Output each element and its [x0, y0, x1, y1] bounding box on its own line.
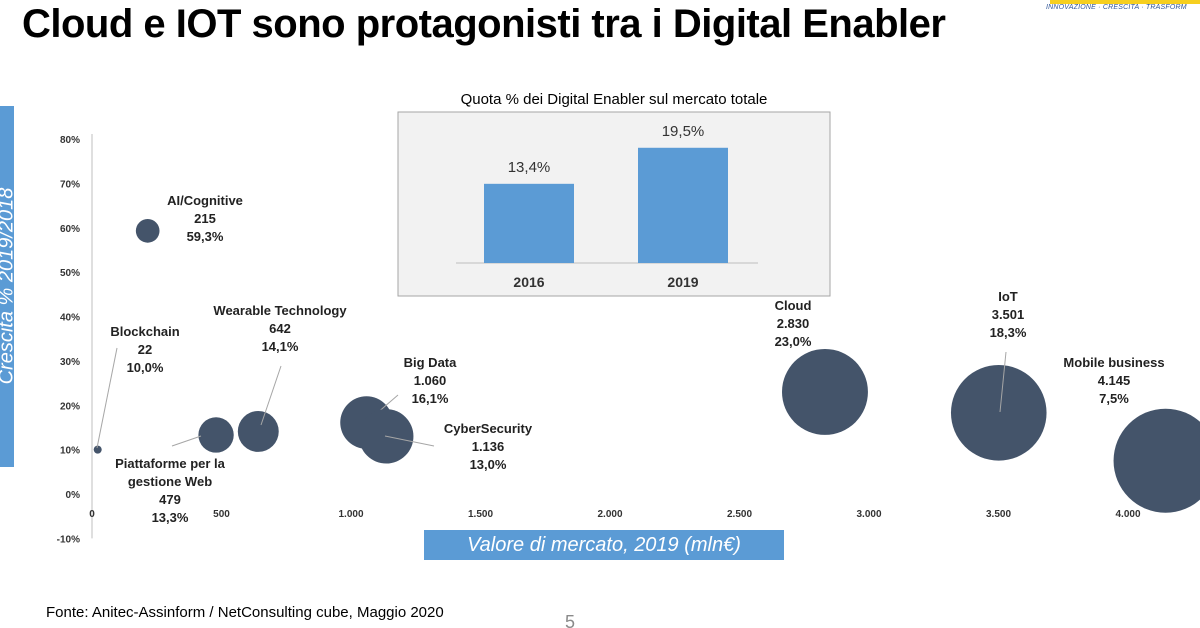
y-axis-label-box: Crescita % 2019/2018 — [0, 106, 14, 467]
y-tick-label: 10% — [60, 446, 80, 457]
inset-bar-value-label: 13,4% — [508, 159, 551, 176]
bubble — [135, 219, 160, 243]
inset-chart-title: Quota % dei Digital Enabler sul mercato … — [461, 91, 768, 108]
x-tick-label: 2.500 — [727, 509, 752, 520]
logo-tagline: INNOVAZIONE · CRESCITA · TRASFORM — [1046, 4, 1187, 11]
y-axis-label: Crescita % 2019/2018 — [0, 187, 14, 385]
bubble-growth-label: 13,3% — [152, 510, 189, 525]
x-tick-label: 3.000 — [856, 509, 881, 520]
x-axis-label: Valore di mercato, 2019 (mln€) — [467, 533, 741, 556]
y-tick-label: 80% — [60, 135, 80, 146]
bubble-growth-label: 10,0% — [127, 360, 164, 375]
bubble-value-label: 1.060 — [414, 373, 447, 388]
x-tick-label: 500 — [213, 509, 230, 520]
bubble-value-label: 22 — [138, 342, 152, 357]
y-tick-label: 20% — [60, 401, 80, 412]
source-note: Fonte: Anitec-Assinform / NetConsulting … — [46, 604, 444, 621]
bubble-growth-label: 13,0% — [470, 457, 507, 472]
inset-category-label: 2016 — [513, 274, 544, 290]
bubble — [950, 365, 1047, 461]
bubble-growth-label: 18,3% — [990, 325, 1027, 340]
x-tick-label: 0 — [89, 509, 95, 520]
x-tick-label: 3.500 — [986, 509, 1011, 520]
slide-title: Cloud e IOT sono protagonisti tra i Digi… — [22, 2, 946, 46]
bubble-value-label: 3.501 — [992, 307, 1025, 322]
brand-logo: INNOVAZIONE · CRESCITA · TRASFORM — [1040, 0, 1200, 14]
bubble — [198, 417, 234, 453]
bubble-name-label: Piattaforme per la — [115, 456, 226, 471]
bubble-name-label: Blockchain — [110, 324, 179, 339]
bubble-value-label: 642 — [269, 321, 291, 336]
bubble-growth-label: 7,5% — [1099, 391, 1129, 406]
bubble-growth-label: 59,3% — [187, 229, 224, 244]
bubble-value-label: 4.145 — [1098, 373, 1131, 388]
page-number: 5 — [565, 612, 576, 628]
x-tick-label: 1.000 — [338, 509, 363, 520]
bubble-name-label: Mobile business — [1063, 355, 1164, 370]
leader-line — [999, 351, 1007, 413]
bubble-name-label: Big Data — [404, 355, 458, 370]
bubble-value-label: 215 — [194, 211, 216, 226]
x-axis-label-box: Valore di mercato, 2019 (mln€) — [424, 530, 784, 560]
bubble-name-label: gestione Web — [128, 474, 212, 489]
bubble-name-label: IoT — [998, 289, 1018, 304]
bubble-value-label: 1.136 — [472, 439, 505, 454]
leader-line — [260, 365, 282, 426]
bubble-growth-label: 16,1% — [412, 391, 449, 406]
inset-chart-frame — [397, 111, 831, 297]
bubble-value-label: 479 — [159, 492, 181, 507]
y-tick-label: 60% — [60, 224, 80, 235]
bubble-name-label: Cloud — [775, 298, 812, 313]
bubble-growth-label: 14,1% — [262, 339, 299, 354]
logo-accent-bar — [1050, 0, 1200, 4]
y-tick-label: -10% — [57, 534, 80, 545]
bubble-name-label: CyberSecurity — [444, 421, 533, 436]
x-tick-label: 2.000 — [597, 509, 622, 520]
bubble — [782, 348, 868, 435]
leader-line — [171, 435, 202, 447]
bubble — [237, 410, 279, 452]
inset-bar-chart: Quota % dei Digital Enabler sul mercato … — [397, 91, 831, 297]
leader-line — [384, 435, 435, 447]
x-tick-label: 1.500 — [468, 509, 493, 520]
y-tick-label: 70% — [60, 179, 80, 190]
leader-line — [96, 347, 118, 449]
bubble — [1113, 408, 1200, 513]
inset-category-label: 2019 — [667, 274, 698, 290]
bubble — [93, 445, 102, 454]
bubble-series: AI/Cognitive 215 59,3% Blockchain 22 10,0% Wea… — [93, 193, 1200, 525]
y-tick-label: 30% — [60, 357, 80, 368]
bubble-name-label: Wearable Technology — [213, 303, 347, 318]
y-tick-label: 0% — [66, 490, 81, 501]
inset-bar-value-label: 19,5% — [662, 123, 705, 140]
chart-axes: 80% 70% 60% 50% 40% 30% 20% 10% 0% -10% 0 500 1.000 1… — [57, 134, 1141, 545]
bubble-growth-label: 23,0% — [775, 334, 812, 349]
bubble-value-label: 2.830 — [777, 316, 810, 331]
y-tick-label: 40% — [60, 313, 80, 324]
x-tick-label: 4.000 — [1115, 509, 1140, 520]
y-tick-label: 50% — [60, 268, 80, 279]
inset-bar — [638, 147, 728, 263]
inset-bar — [484, 183, 574, 263]
bubble-name-label: AI/Cognitive — [167, 193, 243, 208]
